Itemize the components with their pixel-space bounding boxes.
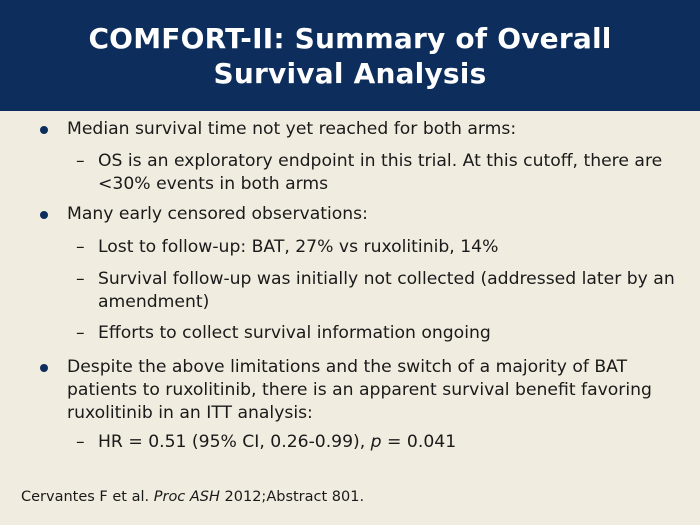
bullet-dot-icon xyxy=(40,364,48,372)
citation: Cervantes F et al. Proc ASH 2012;Abstrac… xyxy=(21,489,365,505)
dash-icon: – xyxy=(76,432,85,452)
bullet-text: Median survival time not yet reached for… xyxy=(67,119,517,139)
title-bar: COMFORT-II: Summary of Overall Survival … xyxy=(0,0,700,111)
sub-bullet-item: – OS is an exploratory endpoint in this … xyxy=(76,150,678,196)
sub-bullet-text: Survival follow-up was initially not col… xyxy=(98,269,675,312)
dash-icon: – xyxy=(76,323,85,343)
bullet-dot-icon xyxy=(40,211,48,219)
dash-icon: – xyxy=(76,269,85,289)
sub-bullet-item: – HR = 0.51 (95% CI, 0.26-0.99), p = 0.0… xyxy=(76,431,678,454)
citation-journal: Proc ASH xyxy=(153,489,220,505)
p-symbol: p xyxy=(370,432,382,452)
dash-icon: – xyxy=(76,151,85,171)
bullet-item: Despite the above limitations and the sw… xyxy=(40,356,677,425)
bullet-text: Many early censored observations: xyxy=(67,204,368,224)
sub-bullet-item: – Efforts to collect survival informatio… xyxy=(76,322,678,345)
sub-bullet-item: – Survival follow-up was initially not c… xyxy=(76,268,678,314)
bullet-item: Median survival time not yet reached for… xyxy=(40,118,677,141)
sub-bullet-text: Efforts to collect survival information … xyxy=(98,323,491,343)
bullet-text: Despite the above limitations and the sw… xyxy=(67,357,652,423)
sub-bullet-text: Lost to follow-up: BAT, 27% vs ruxolitin… xyxy=(98,237,499,257)
slide-title: COMFORT-II: Summary of Overall Survival … xyxy=(88,21,612,90)
sub-bullet-text: OS is an exploratory endpoint in this tr… xyxy=(98,151,663,194)
dash-icon: – xyxy=(76,237,85,257)
bullet-dot-icon xyxy=(40,126,48,134)
bullet-item: Many early censored observations: xyxy=(40,203,677,226)
sub-bullet-item: – Lost to follow-up: BAT, 27% vs ruxolit… xyxy=(76,236,678,259)
hr-result-text: HR = 0.51 (95% CI, 0.26-0.99), p = 0.041 xyxy=(98,432,457,452)
